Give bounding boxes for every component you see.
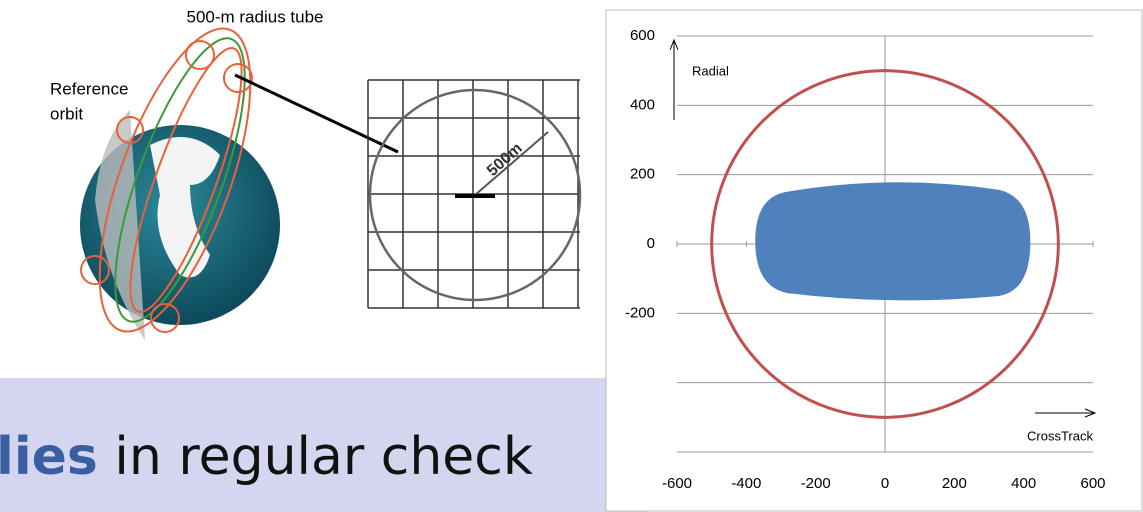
tube-diagram bbox=[368, 80, 580, 308]
y-tick-label: 200 bbox=[630, 166, 655, 183]
y-tick-label: 0 bbox=[647, 235, 655, 252]
tube-label: 500-m radius tube bbox=[186, 7, 323, 26]
x-axis-label: CrossTrack bbox=[1027, 428, 1093, 443]
x-tick-label: -200 bbox=[801, 475, 831, 492]
y-tick-label: 400 bbox=[630, 96, 655, 113]
orbit-illustration: 500-m radius tube Reference orbit bbox=[50, 7, 398, 349]
orbit-label: Reference bbox=[50, 79, 128, 98]
x-tick-label: 400 bbox=[1011, 475, 1036, 492]
x-tick-label: 0 bbox=[881, 475, 889, 492]
data-cloud bbox=[757, 184, 1029, 299]
y-tick-label: -200 bbox=[625, 304, 655, 321]
slide: 500-m radius tube Reference orbit 500m l… bbox=[0, 0, 1143, 512]
chart: 600 400 200 0 -200 -600 -400 -200 0 200 400 600 Radi… bbox=[606, 10, 1142, 511]
x-tick-label: -400 bbox=[731, 475, 761, 492]
y-tick-label: 600 bbox=[630, 27, 655, 44]
orbit-label: orbit bbox=[50, 104, 83, 123]
radius-label: 500m bbox=[484, 140, 526, 180]
x-tick-label: 600 bbox=[1080, 475, 1105, 492]
caption-text: in regular check bbox=[114, 427, 533, 487]
caption: lies in regular check bbox=[0, 427, 533, 487]
y-axis-label: Radial bbox=[692, 63, 729, 78]
x-tick-label: 200 bbox=[942, 475, 967, 492]
x-tick-label: -600 bbox=[662, 475, 692, 492]
caption-highlight: lies bbox=[0, 427, 98, 487]
